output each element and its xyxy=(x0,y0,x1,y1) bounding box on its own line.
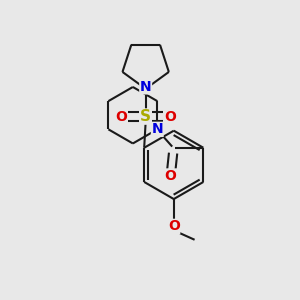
Text: O: O xyxy=(165,169,177,183)
Text: O: O xyxy=(116,110,127,124)
Text: N: N xyxy=(152,122,163,136)
Text: N: N xyxy=(140,80,152,94)
Text: O: O xyxy=(168,219,180,233)
Text: S: S xyxy=(140,109,151,124)
Text: O: O xyxy=(164,110,176,124)
